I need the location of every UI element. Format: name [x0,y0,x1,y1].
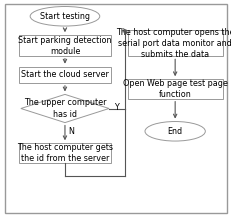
Text: Start the cloud server: Start the cloud server [21,70,108,79]
FancyBboxPatch shape [127,30,222,56]
Ellipse shape [144,122,204,141]
Text: The host computer opens the
serial port data monitor and
submits the data: The host computer opens the serial port … [116,28,231,59]
Text: Start testing: Start testing [40,12,90,21]
FancyBboxPatch shape [18,35,111,56]
Text: The host computer gets
the id from the server: The host computer gets the id from the s… [17,143,112,163]
Text: The upper computer
has id: The upper computer has id [24,99,106,118]
Polygon shape [21,94,109,123]
FancyBboxPatch shape [18,143,111,163]
Text: Open Web page test page
function: Open Web page test page function [122,79,227,99]
Text: N: N [68,127,74,136]
Ellipse shape [30,7,99,26]
FancyBboxPatch shape [127,79,222,99]
Text: Start parking detection
module: Start parking detection module [18,36,111,56]
Text: End: End [167,127,182,136]
Text: Y: Y [113,103,118,112]
FancyBboxPatch shape [18,67,111,83]
